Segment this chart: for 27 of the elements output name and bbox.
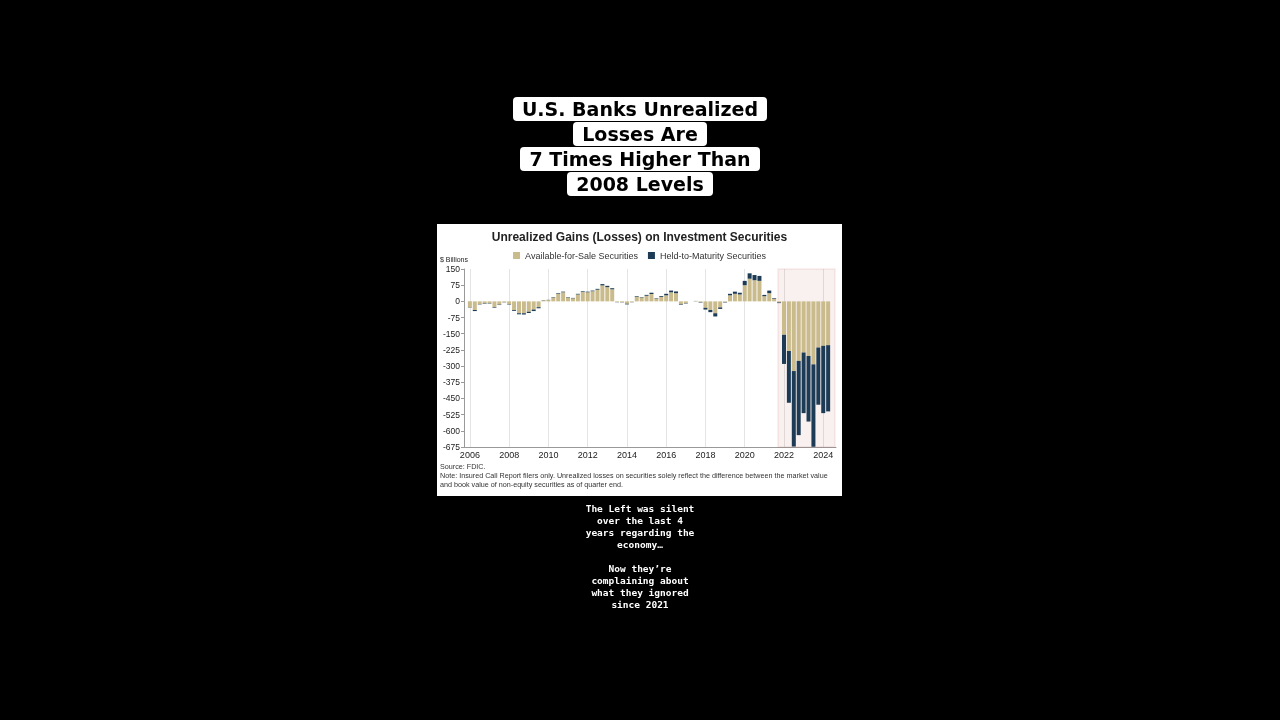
y-tick-label: 75: [450, 280, 461, 291]
y-tick-label: -525: [442, 409, 461, 420]
x-tick-label: 2024: [813, 449, 834, 460]
x-tick-label: 2020: [734, 449, 755, 460]
y-tick-label: -75: [447, 312, 461, 323]
y-tick-label: 0: [455, 296, 461, 307]
y-tick-label: -150: [442, 328, 461, 339]
x-tick-label: 2006: [459, 449, 480, 460]
x-tick-label: 2022: [773, 449, 794, 460]
x-tick-label: 2014: [616, 449, 637, 460]
x-tick-label: 2012: [577, 449, 598, 460]
x-tick-label: 2010: [538, 449, 559, 460]
y-tick-label: 150: [445, 264, 461, 274]
y-tick-label: -450: [442, 393, 461, 404]
x-tick-label: 2016: [656, 449, 677, 460]
y-tick-label: -600: [442, 425, 461, 436]
text: The Left was silent over the last 4 years regarding the economy… Now they’re complaining about what they ignored since 2021: [585, 503, 695, 610]
chart-title: U.S. Banks Unrealized Losses Are 7 Times Higher Than 2008 Levels: [520, 97, 760, 196]
y-tick-label: -375: [442, 377, 461, 388]
y-tick-label: -225: [442, 344, 461, 355]
y-tick-label: -675: [442, 442, 461, 452]
x-tick-label: 2008: [499, 449, 520, 460]
legend-label: Available-for-Sale Securities: [525, 250, 639, 261]
y-tick-label: -300: [442, 361, 461, 372]
x-tick-label: 2018: [695, 449, 716, 460]
legend-label: Held-to-Maturity Securities: [659, 250, 767, 261]
chart-subtitle: Unrealized Gains (Losses) on Investment Securities: [491, 230, 788, 244]
